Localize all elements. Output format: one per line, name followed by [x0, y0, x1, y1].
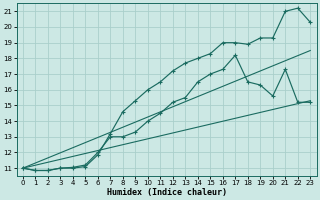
X-axis label: Humidex (Indice chaleur): Humidex (Indice chaleur)	[107, 188, 227, 197]
